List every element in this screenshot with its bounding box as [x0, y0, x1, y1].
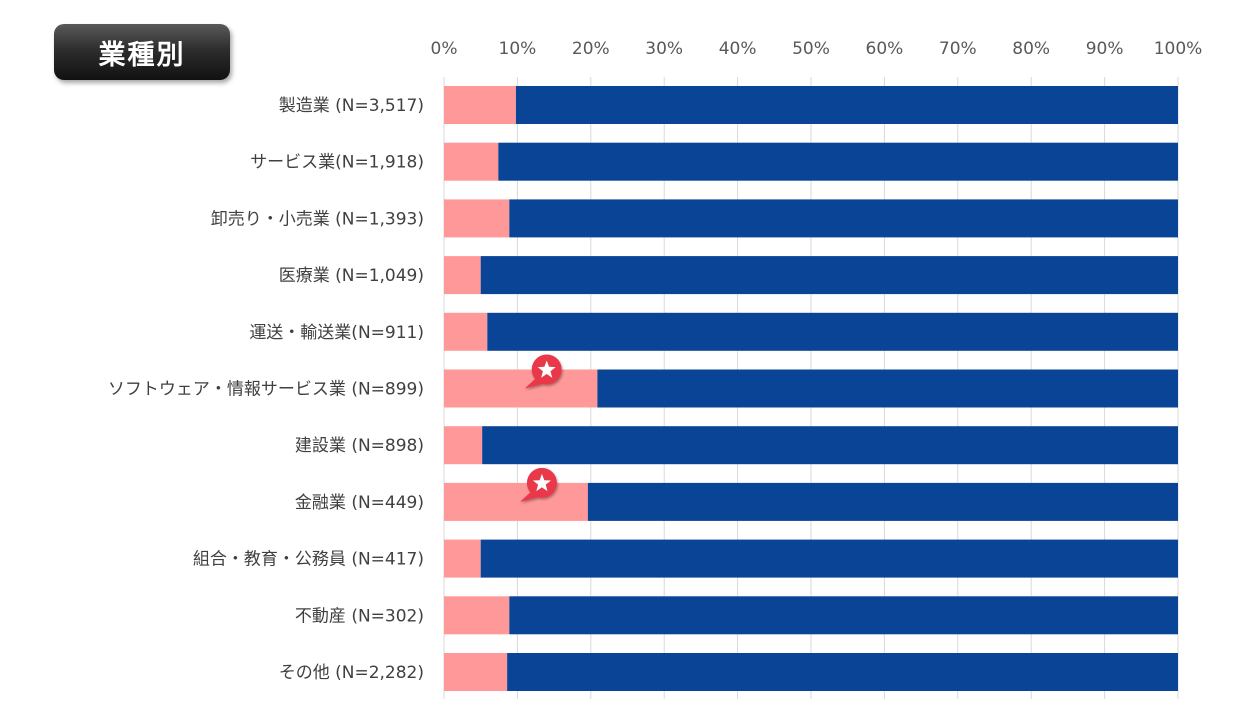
star-icon: [532, 473, 551, 492]
markers: [519, 354, 562, 502]
category-label: 製造業 (N=3,517): [279, 96, 424, 116]
bar-segment_1: [444, 482, 588, 521]
star-badge-icon: [519, 467, 557, 502]
x-tick-label: 90%: [1086, 39, 1124, 59]
x-tick-label: 50%: [792, 39, 830, 59]
bar-segment_1: [444, 312, 488, 351]
category-labels: 製造業 (N=3,517) サービス業(N=1,918) 卸売り・小売業 (N=1,…: [108, 96, 424, 683]
x-tick-label: 60%: [866, 39, 904, 59]
x-tick-label: 100%: [1154, 39, 1203, 59]
bar-segment_2: [515, 86, 1178, 124]
bar-segment_1: [444, 256, 481, 295]
bar-segment_2: [507, 653, 1178, 691]
bar-segment_1: [444, 539, 481, 578]
x-tick-label: 10%: [499, 39, 537, 59]
category-label: サービス業(N=1,918): [250, 153, 424, 173]
star-badge-icon: [524, 354, 562, 389]
bar-segment_2: [480, 256, 1178, 295]
category-label: 医療業 (N=1,049): [279, 266, 424, 286]
bar-segment_1: [444, 86, 516, 124]
bar-segment_1: [444, 426, 483, 465]
bar-segment_2: [487, 312, 1178, 351]
bar-segment_2: [482, 426, 1179, 465]
x-tick-label: 0%: [431, 39, 458, 59]
category-label: 卸売り・小売業 (N=1,393): [211, 209, 424, 229]
bar-segment_1: [444, 142, 499, 181]
title-badge: 業種別: [54, 24, 230, 80]
category-label: ソフトウェア・情報サービス業 (N=899): [108, 380, 424, 400]
bar-segment_1: [444, 653, 508, 691]
bar-segment_2: [597, 369, 1178, 408]
chart-title: 業種別: [98, 39, 186, 71]
x-axis-ticks: 0% 10% 20% 30% 40% 50% 60% 70% 80% 90% 100%: [431, 39, 1203, 59]
x-tick-label: 40%: [719, 39, 757, 59]
bar-segment_2: [509, 596, 1178, 635]
category-label: 金融業 (N=449): [295, 493, 424, 513]
star-icon: [537, 360, 556, 378]
x-tick-label: 80%: [1012, 39, 1050, 59]
bar-segment_1: [444, 596, 510, 635]
bar-segment_2: [509, 199, 1178, 238]
category-label: 運送・輸送業(N=911): [249, 323, 424, 343]
bar-segment_2: [480, 539, 1178, 578]
bar-segment_2: [587, 482, 1178, 521]
category-label: 不動産 (N=302): [295, 606, 424, 626]
bar-segment_2: [498, 142, 1178, 181]
category-label: 組合・教育・公務員 (N=417): [193, 550, 424, 570]
bar-segment_1: [444, 199, 510, 238]
x-tick-label: 20%: [572, 39, 610, 59]
x-tick-label: 30%: [645, 39, 683, 59]
category-label: 建設業 (N=898): [295, 436, 424, 456]
bar-segment_1: [444, 369, 598, 408]
bars: [444, 86, 1179, 691]
category-label: その他 (N=2,282): [279, 663, 424, 683]
x-tick-label: 70%: [939, 39, 977, 59]
